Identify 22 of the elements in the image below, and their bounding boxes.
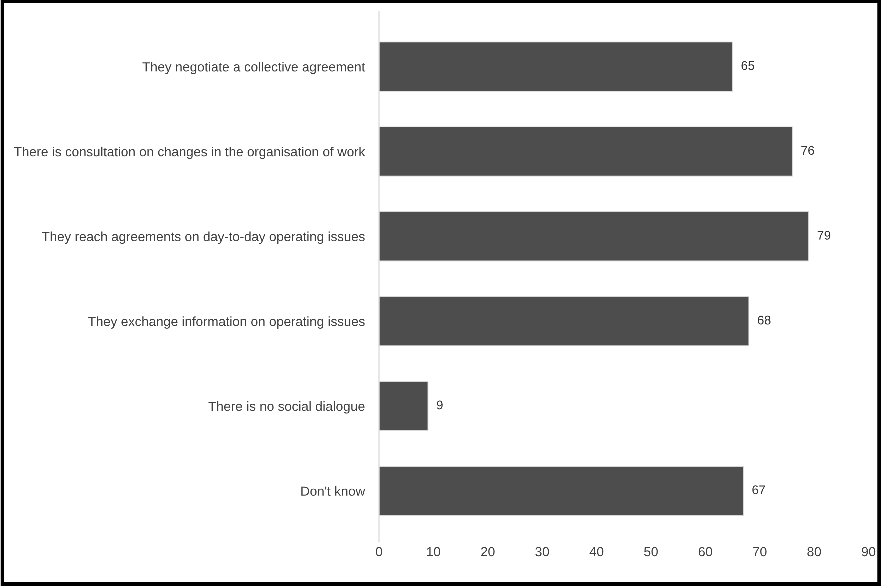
x-tick-label: 50	[644, 547, 658, 557]
x-tick-label: 90	[862, 547, 876, 557]
data-label: 68	[758, 316, 771, 325]
x-tick-label: 80	[808, 547, 822, 557]
data-label: 67	[752, 486, 766, 494]
data-label: 76	[802, 146, 814, 156]
x-tick-label: 20	[481, 547, 495, 557]
y-tick-label: Don't know	[302, 486, 366, 496]
data-label: 9	[437, 400, 443, 410]
x-tick-label: 0	[376, 547, 382, 557]
x-tick-label: 40	[590, 547, 604, 557]
y-tick-label: There is no social dialogue	[208, 402, 365, 414]
x-tick-label: 30	[536, 547, 550, 557]
data-label: 65	[742, 61, 755, 70]
y-tick-label: They exchange information on operating issues	[88, 316, 365, 329]
y-tick-label: There is consultation on changes in the organisation of work	[14, 146, 366, 160]
x-tick-label: 60	[698, 547, 712, 557]
x-tick-label: 70	[753, 547, 767, 557]
data-label: 79	[818, 231, 831, 240]
y-tick-label: They negotiate a collective agreement	[142, 62, 366, 74]
y-tick-label: They reach agreements on day-to-day operating issues	[42, 232, 365, 244]
x-tick-label: 10	[427, 547, 440, 557]
